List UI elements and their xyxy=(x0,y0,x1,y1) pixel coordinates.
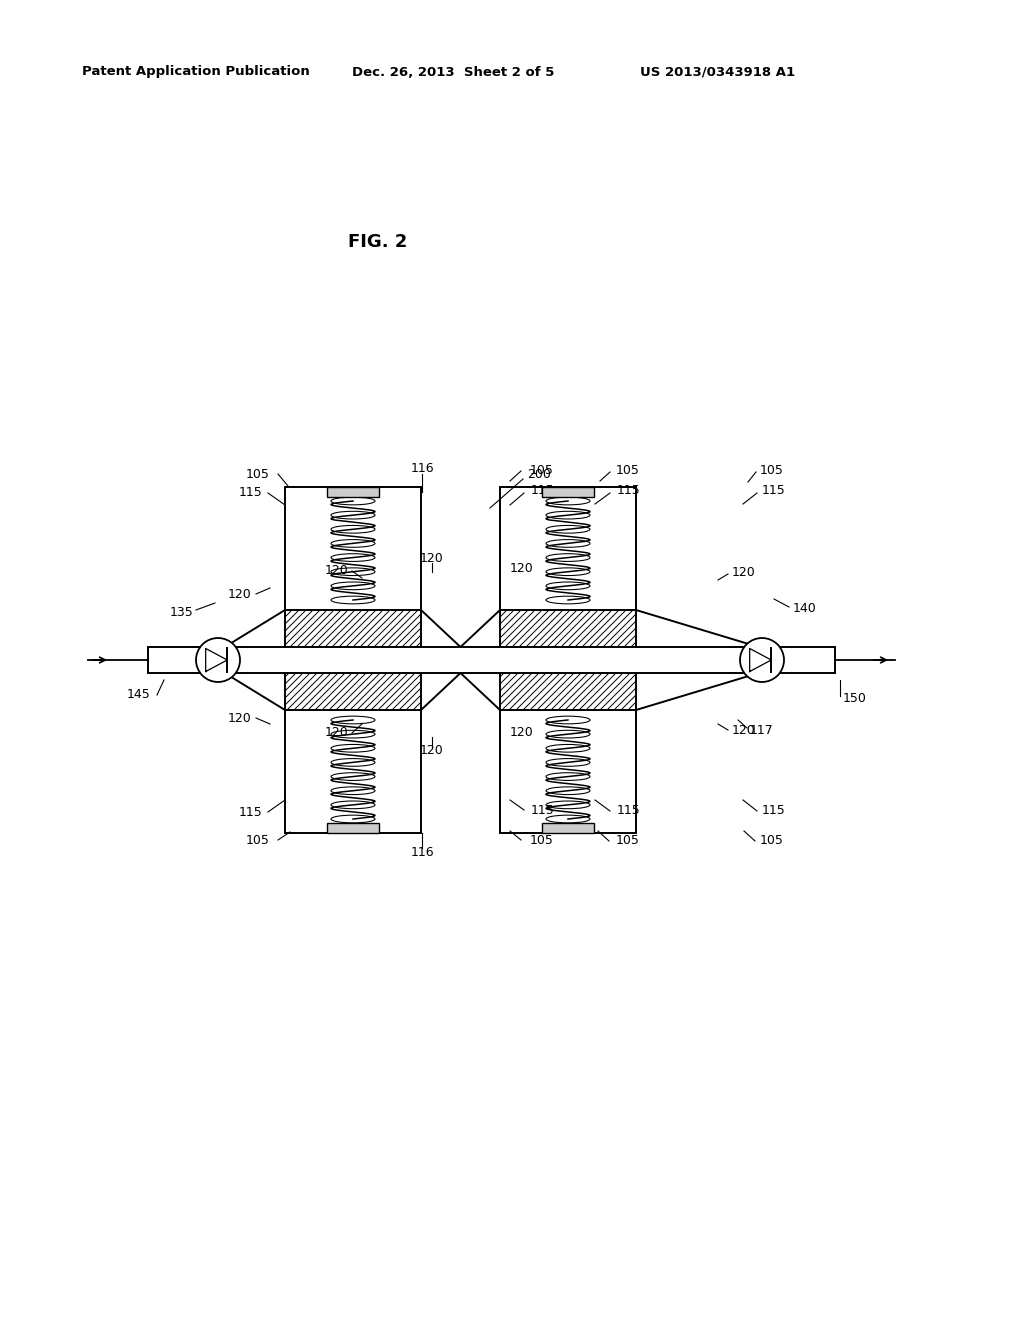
Bar xyxy=(500,610,636,657)
Text: 115: 115 xyxy=(617,484,641,498)
Text: 120: 120 xyxy=(227,587,251,601)
Text: Dec. 26, 2013  Sheet 2 of 5: Dec. 26, 2013 Sheet 2 of 5 xyxy=(352,66,554,78)
Circle shape xyxy=(196,638,240,682)
Text: 117: 117 xyxy=(750,723,774,737)
Text: 105: 105 xyxy=(616,834,640,847)
Bar xyxy=(327,487,379,498)
Text: 120: 120 xyxy=(732,723,756,737)
Text: 105: 105 xyxy=(246,467,270,480)
Text: 115: 115 xyxy=(762,804,785,817)
Text: Patent Application Publication: Patent Application Publication xyxy=(82,66,309,78)
Text: 105: 105 xyxy=(530,463,554,477)
Text: 105: 105 xyxy=(530,833,554,846)
Text: FIG. 2: FIG. 2 xyxy=(348,234,408,251)
Text: 150: 150 xyxy=(843,692,867,705)
Text: 120: 120 xyxy=(732,566,756,579)
Text: 145: 145 xyxy=(126,689,150,701)
Text: 115: 115 xyxy=(531,804,555,817)
Text: 115: 115 xyxy=(531,484,555,498)
Text: 140: 140 xyxy=(793,602,817,615)
Text: 115: 115 xyxy=(239,807,262,820)
Text: 115: 115 xyxy=(239,486,262,499)
Text: 135: 135 xyxy=(169,606,193,619)
Text: 120: 120 xyxy=(420,743,443,756)
Bar xyxy=(285,487,421,610)
Text: 115: 115 xyxy=(762,484,785,498)
Text: 120: 120 xyxy=(510,726,534,739)
Text: 105: 105 xyxy=(760,463,784,477)
Bar xyxy=(542,487,594,498)
Text: 120: 120 xyxy=(227,711,251,725)
Text: 120: 120 xyxy=(325,564,348,577)
Text: 116: 116 xyxy=(411,462,434,475)
Bar xyxy=(327,822,379,833)
Text: 105: 105 xyxy=(616,463,640,477)
Text: 116: 116 xyxy=(411,846,434,858)
Text: 105: 105 xyxy=(760,834,784,847)
Circle shape xyxy=(740,638,784,682)
Text: 115: 115 xyxy=(617,804,641,817)
Text: 200: 200 xyxy=(527,467,551,480)
Bar xyxy=(285,710,421,833)
Bar xyxy=(500,663,636,710)
Text: 105: 105 xyxy=(246,833,270,846)
Text: 120: 120 xyxy=(420,552,443,565)
Text: 120: 120 xyxy=(510,561,534,574)
Bar xyxy=(148,647,835,673)
Bar xyxy=(542,822,594,833)
Bar xyxy=(500,487,636,610)
Text: US 2013/0343918 A1: US 2013/0343918 A1 xyxy=(640,66,795,78)
Text: 120: 120 xyxy=(325,726,348,739)
Bar xyxy=(285,610,421,657)
Bar xyxy=(285,663,421,710)
Bar xyxy=(500,710,636,833)
